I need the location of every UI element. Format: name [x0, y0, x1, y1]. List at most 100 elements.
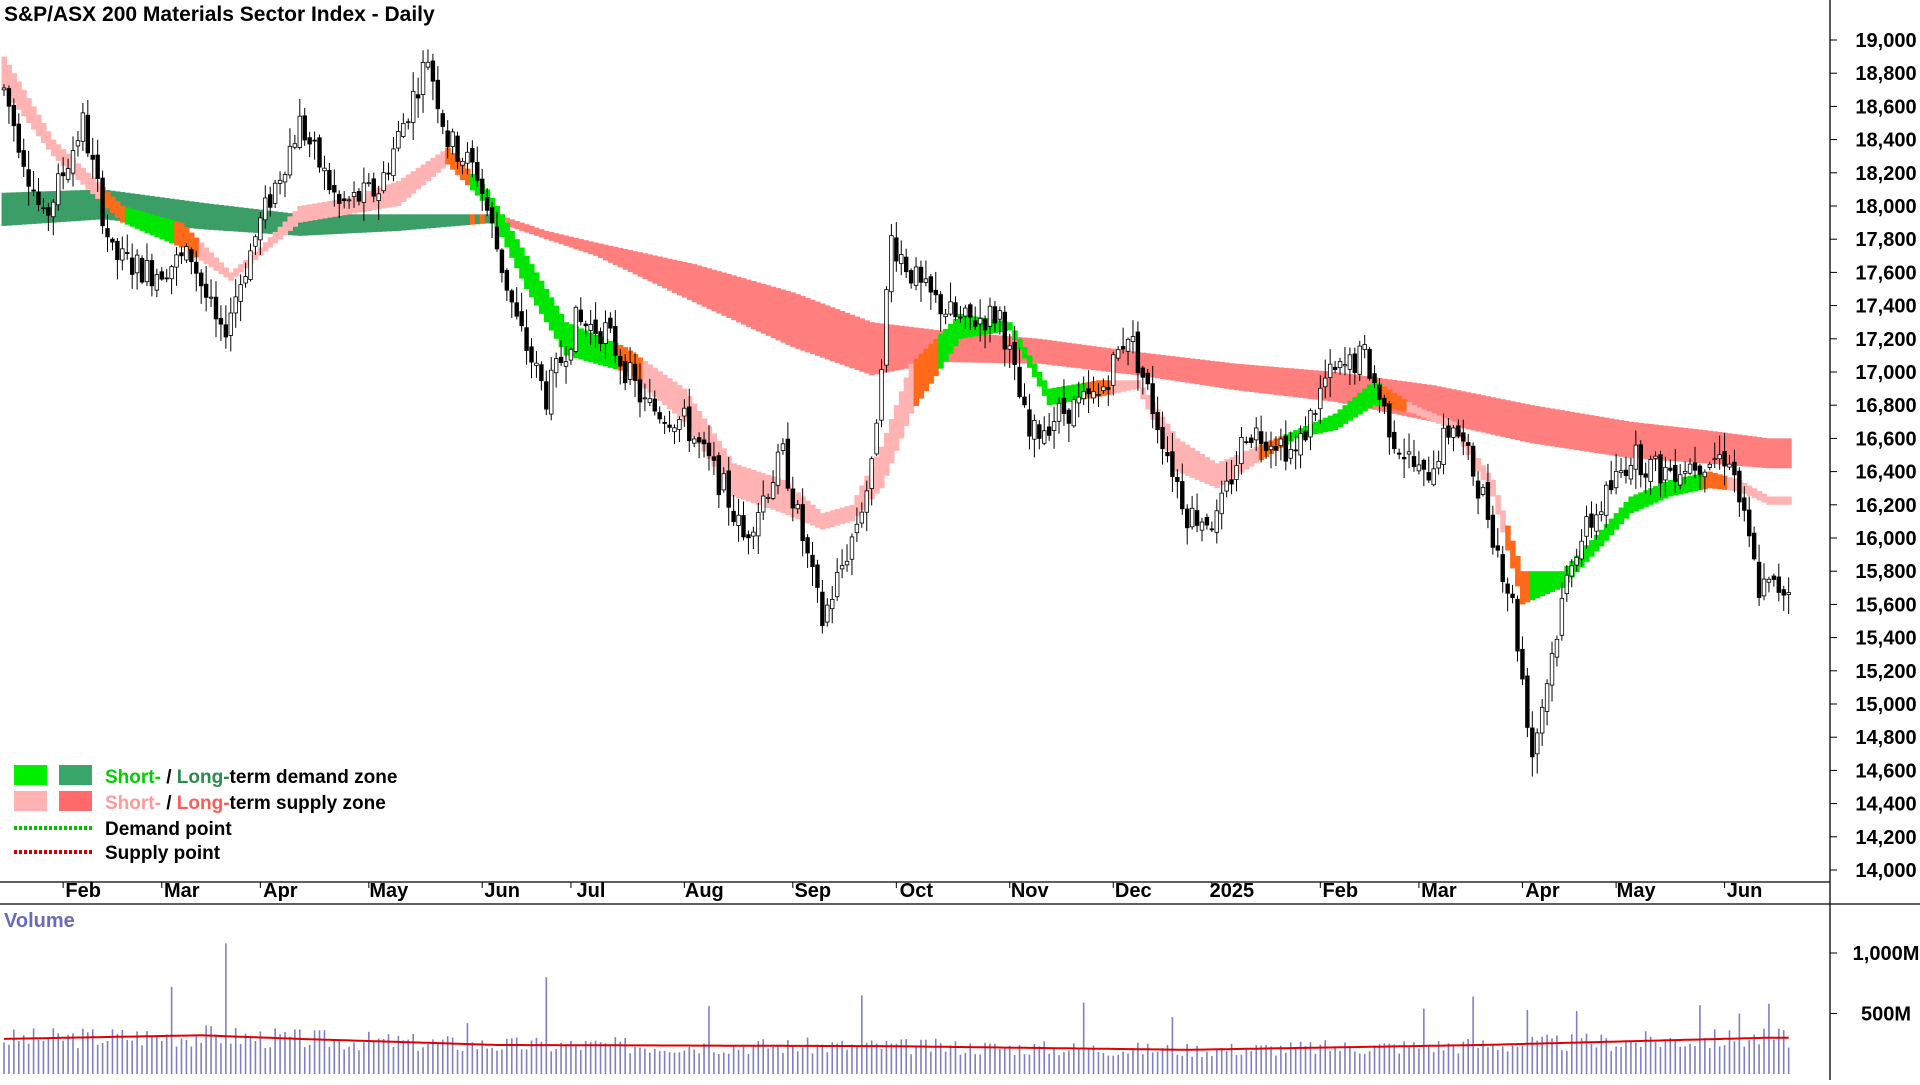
short-term-zone-slice	[923, 348, 929, 392]
long-term-zone-slice	[1441, 387, 1447, 424]
short-term-zone-slice	[499, 214, 505, 238]
short-term-zone-slice	[1194, 450, 1201, 480]
candle-up	[830, 598, 835, 610]
long-term-zone-slice	[1534, 406, 1541, 445]
long-term-zone-slice	[1608, 418, 1615, 456]
candle-down	[223, 324, 229, 338]
x-tick-label: Dec	[1115, 880, 1152, 902]
candle-up	[396, 131, 401, 149]
short-term-zone-slice	[1495, 495, 1501, 515]
long-term-zone-slice	[361, 214, 367, 233]
long-term-zone-slice	[977, 333, 984, 363]
candle-down	[213, 296, 219, 320]
candle-down	[475, 162, 480, 181]
candle-up	[1199, 521, 1205, 531]
long-term-zone-slice	[805, 297, 811, 353]
short-term-zone-slice	[169, 219, 175, 244]
candle-up	[1189, 507, 1195, 528]
candle-down	[958, 316, 963, 319]
candle-down	[1229, 479, 1234, 485]
candle-down	[593, 319, 598, 335]
long-term-zone-slice	[331, 214, 338, 235]
short-term-zone-slice	[1199, 453, 1206, 482]
candle-down	[1106, 387, 1111, 390]
candle-down	[317, 137, 322, 168]
short-term-zone-slice	[879, 446, 885, 489]
long-term-zone-slice	[1214, 361, 1220, 388]
short-term-zone-slice	[228, 272, 234, 281]
short-term-zone-slice	[287, 216, 294, 231]
short-term-zone-slice	[1549, 571, 1556, 592]
candle-down	[933, 289, 938, 296]
short-term-zone-slice	[908, 363, 915, 414]
candle-down	[480, 178, 485, 194]
short-term-zone-slice	[119, 206, 126, 223]
long-term-zone-slice	[321, 214, 328, 235]
y-tick-label: 15,200	[1855, 661, 1916, 683]
short-term-zone-slice	[721, 448, 727, 482]
candle-down	[1520, 648, 1525, 680]
short-term-zone-slice	[1515, 555, 1521, 587]
short-term-zone-slice	[918, 353, 925, 399]
candle-down	[992, 306, 998, 324]
long-term-zone-slice	[1140, 352, 1146, 377]
short-term-zone-slice	[464, 168, 471, 186]
long-term-zone-slice	[686, 263, 693, 300]
x-tick-label: May	[369, 880, 409, 902]
long-term-zone-slice	[1401, 381, 1408, 416]
long-term-zone-slice	[1194, 359, 1201, 385]
short-term-zone-slice	[1643, 490, 1649, 507]
short-term-zone-slice	[548, 297, 555, 331]
long-term-zone-slice	[1529, 405, 1536, 444]
candle-down	[1421, 459, 1427, 470]
short-term-zone-slice	[676, 385, 683, 418]
long-term-zone-slice	[277, 211, 284, 235]
short-term-zone-slice	[741, 466, 747, 500]
candle-down	[1017, 366, 1022, 398]
long-term-zone-slice	[780, 289, 787, 343]
long-term-zone-slice	[159, 197, 165, 226]
long-term-zone-slice	[962, 332, 969, 363]
short-term-zone-slice	[218, 262, 224, 275]
y-tick-label: 16,600	[1855, 428, 1916, 450]
x-tick-label: Apr	[263, 880, 298, 902]
short-term-zone-slice	[183, 227, 190, 251]
candle-up	[603, 322, 608, 344]
y-tick-label: 17,400	[1855, 296, 1916, 318]
long-term-zone-slice	[11, 192, 17, 226]
short-term-zone-slice	[1500, 510, 1506, 533]
short-term-zone-slice	[696, 411, 703, 445]
candle-down	[1352, 353, 1358, 373]
candle-up	[1712, 458, 1717, 461]
long-term-zone-slice	[1100, 347, 1107, 372]
long-term-zone-slice	[1224, 362, 1230, 389]
long-term-zone-slice	[198, 202, 205, 230]
y-tick-label: 15,600	[1855, 594, 1916, 616]
candle-up	[56, 173, 61, 206]
long-term-zone-slice	[464, 214, 471, 226]
short-term-zone-slice	[410, 171, 417, 194]
long-term-zone-slice	[297, 214, 303, 236]
long-term-zone-slice	[810, 299, 816, 355]
long-term-zone-slice	[455, 214, 461, 226]
short-term-zone-slice	[928, 343, 934, 384]
long-term-zone-slice	[1026, 337, 1033, 364]
short-term-zone-slice	[331, 200, 338, 217]
candle-down	[1160, 426, 1165, 450]
short-term-zone-slice	[1761, 493, 1768, 503]
long-term-zone-slice	[183, 200, 190, 228]
candle-down	[1456, 425, 1461, 437]
candle-down	[356, 191, 362, 202]
long-term-zone-slice	[1199, 359, 1206, 386]
long-term-zone-slice	[755, 282, 762, 332]
short-term-zone-slice	[1687, 475, 1694, 493]
candle-down	[430, 60, 436, 82]
long-term-zone-slice	[1352, 374, 1358, 406]
long-term-zone-slice	[1081, 344, 1087, 369]
long-term-zone-slice	[1593, 415, 1600, 454]
long-term-zone-slice	[356, 214, 363, 233]
volume-tick-label: 1,000M	[1853, 943, 1920, 965]
long-term-zone-slice	[1160, 354, 1166, 380]
long-term-zone-slice	[1569, 411, 1575, 450]
candle-down	[1086, 388, 1091, 395]
